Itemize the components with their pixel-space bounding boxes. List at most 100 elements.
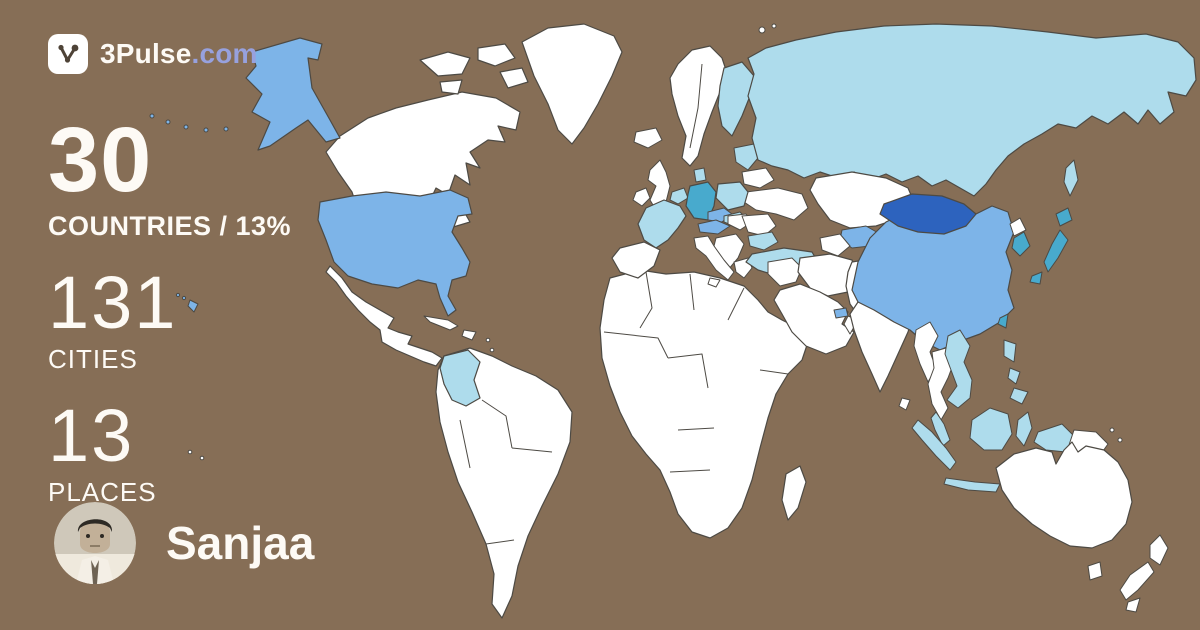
africa-internal-border — [677, 427, 715, 431]
country-russia — [747, 23, 1197, 197]
country-philippines-visayas — [1007, 367, 1021, 385]
country-iberia — [611, 241, 661, 279]
png-islands — [1109, 427, 1115, 433]
country-japan-kyushu — [1029, 271, 1043, 285]
brand-name-tld: .com — [191, 38, 258, 69]
country-south-korea — [1011, 231, 1031, 257]
brand-logo: 3Pulse.com — [48, 34, 291, 74]
country-ukraine — [743, 187, 809, 221]
country-alaska — [245, 37, 341, 151]
country-turkmenistan — [819, 233, 851, 257]
user-name: Sanjaa — [166, 517, 315, 569]
brand-logo-badge — [48, 34, 88, 74]
country-tasmania — [1087, 561, 1103, 581]
svalbard-islands — [758, 26, 766, 34]
country-stewart-island — [1125, 597, 1141, 613]
country-italy — [693, 235, 735, 281]
country-arctic-islands — [419, 51, 471, 77]
user-row: Sanjaa — [54, 502, 314, 584]
country-madagascar — [781, 465, 807, 521]
aleutian-islands — [165, 119, 171, 125]
left-column: 3Pulse.com 30 COUNTRIES / 13% 131 CITIES… — [48, 34, 291, 508]
country-benelux — [669, 187, 689, 205]
country-south-america — [435, 347, 573, 619]
country-saudi-arabia — [773, 283, 855, 355]
sa-internal-border — [459, 419, 471, 469]
png-islands — [1117, 437, 1123, 443]
country-baltics — [733, 143, 759, 171]
country-australia — [995, 441, 1133, 549]
country-java — [943, 477, 1001, 493]
pacific-islets — [199, 455, 205, 461]
africa-internal-border — [669, 469, 711, 473]
country-sicily — [707, 277, 721, 288]
country-usa — [317, 189, 473, 317]
country-belarus — [741, 167, 775, 189]
country-bulgaria — [747, 231, 779, 251]
country-iraq-syria — [767, 257, 803, 287]
countries-label: COUNTRIES / 13% — [48, 210, 292, 241]
africa-internal-border — [639, 271, 653, 329]
aleutian-islands — [223, 126, 229, 132]
stats-block: 30 COUNTRIES / 13% 131 CITIES 13 PLACES — [48, 109, 292, 508]
country-france — [637, 199, 687, 249]
africa-internal-border — [603, 331, 669, 359]
country-sri-lanka — [898, 397, 911, 411]
country-romania — [741, 213, 777, 237]
country-cuba — [423, 315, 459, 331]
country-hawaii — [175, 292, 181, 298]
country-denmark — [693, 167, 707, 183]
lesser-antilles — [489, 347, 495, 353]
country-poland — [715, 181, 749, 211]
country-japan-hokkaido — [1055, 207, 1073, 227]
norway-sweden-border — [689, 63, 703, 149]
country-iceland — [633, 127, 663, 149]
lesser-antilles — [485, 337, 491, 343]
country-finland — [717, 61, 755, 137]
sa-internal-border — [511, 447, 553, 453]
pulse-network-icon — [58, 44, 79, 63]
country-uae — [833, 307, 849, 319]
country-sumatra — [911, 419, 957, 471]
pacific-islets — [187, 449, 193, 455]
country-ireland — [632, 187, 651, 207]
countries-count: 30 — [48, 109, 153, 211]
country-hawaii — [181, 295, 187, 301]
cities-count: 131 — [48, 260, 178, 344]
avatar-portrait-image — [54, 502, 136, 584]
country-mongolia — [879, 193, 977, 235]
aleutian-islands — [149, 113, 155, 119]
country-north-korea — [1009, 217, 1027, 237]
country-new-zealand-north — [1149, 534, 1169, 566]
sa-internal-border — [485, 539, 515, 545]
aleutian-islands — [183, 124, 189, 130]
avatar — [54, 502, 136, 584]
africa-internal-border — [727, 287, 745, 321]
country-africa — [599, 269, 809, 539]
africa-internal-border — [689, 273, 695, 311]
cities-label: CITIES — [48, 343, 138, 374]
country-norway-sweden — [669, 45, 729, 167]
aleutian-islands — [203, 127, 209, 133]
country-austria — [697, 219, 731, 235]
country-philippines-mindanao — [1009, 387, 1029, 405]
country-new-zealand-south — [1119, 561, 1155, 601]
brand-name-main: 3Pulse — [100, 38, 192, 69]
country-sakhalin — [1063, 159, 1079, 197]
country-greenland — [521, 23, 623, 145]
country-arctic-islands — [439, 79, 463, 95]
country-colombia — [439, 349, 481, 407]
country-borneo — [969, 407, 1013, 451]
africa-internal-border — [759, 369, 789, 375]
places-count: 13 — [48, 393, 135, 477]
country-taiwan — [997, 313, 1009, 329]
country-mexico-central-america — [325, 265, 443, 367]
sa-internal-border — [481, 399, 513, 449]
africa-internal-border — [667, 353, 709, 389]
country-vietnam-laos-cambodia — [944, 329, 973, 409]
svalbard-islands — [771, 23, 777, 29]
country-philippines-luzon — [1003, 339, 1017, 363]
country-hawaii — [187, 299, 199, 313]
